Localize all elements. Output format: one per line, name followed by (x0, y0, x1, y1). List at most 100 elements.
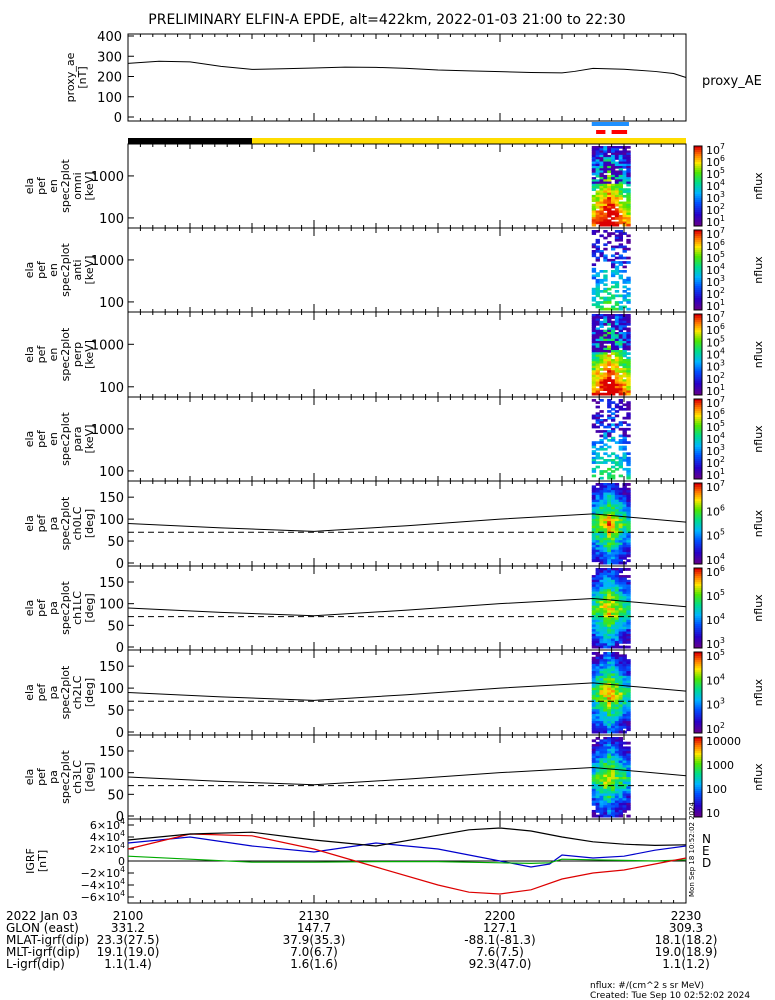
heatmap-cell (626, 511, 631, 515)
heatmap-cell (599, 593, 604, 597)
heatmap-cell (614, 341, 620, 344)
heatmap-cell (595, 374, 600, 378)
heatmap-cell (626, 323, 631, 326)
heatmap-cell (614, 542, 620, 546)
heatmap-cell (599, 441, 604, 444)
y-axis-label: perp (71, 342, 84, 367)
heatmap-cell (603, 706, 608, 710)
y-axis-label: en (47, 263, 60, 277)
heatmap-cell (599, 154, 604, 158)
heatmap-cell (610, 419, 616, 422)
colorbar-cell (694, 640, 702, 643)
heatmap-cell (599, 525, 604, 529)
heatmap-cell (603, 537, 608, 541)
heatmap-cell (591, 663, 597, 667)
heatmap-cell (614, 356, 620, 360)
heatmap-cell (603, 586, 608, 590)
heatmap-cell (599, 492, 604, 496)
colorbar-cell (694, 254, 702, 257)
heatmap-cell (626, 194, 631, 198)
heatmap-cell (614, 377, 620, 380)
heatmap-cell (595, 692, 600, 696)
heatmap-cell (591, 354, 597, 358)
colorbar-cell (694, 739, 702, 742)
heatmap-cell (603, 511, 608, 515)
colorbar-cell (694, 499, 702, 502)
heatmap-cell (610, 556, 616, 560)
colorbar-tick-label: 104 (706, 347, 725, 362)
heatmap-cell (622, 427, 627, 431)
heatmap-cell (599, 777, 604, 780)
heatmap-cell (614, 221, 620, 225)
heatmap-cell (607, 379, 612, 382)
colorbar-cell (694, 777, 702, 780)
heatmap-cell (607, 241, 612, 244)
colorbar-cell (694, 463, 702, 466)
heatmap-cell (618, 760, 624, 764)
heatmap-cell (610, 725, 616, 729)
heatmap-cell (599, 461, 604, 464)
heatmap-cell (622, 332, 627, 335)
heatmap-cell (618, 334, 624, 337)
heatmap-cell (607, 166, 612, 169)
heatmap-cell (626, 461, 631, 464)
heatmap-cell (626, 487, 631, 491)
heatmap-cell (626, 533, 631, 536)
para-ylabel: ela pef en spec2plot para [keV] (23, 412, 96, 466)
heatmap-cell (618, 582, 624, 585)
colorbar-cell (694, 582, 702, 585)
heatmap-cell (595, 163, 600, 167)
heatmap-cell (607, 336, 612, 340)
anti-ylabel: ela pef en spec2plot anti [keV] (23, 243, 96, 297)
heatmap-cell (626, 547, 631, 551)
heatmap-cell (595, 483, 600, 486)
status-bar-red (596, 130, 606, 134)
heatmap-cell (599, 199, 604, 203)
heatmap-cell (622, 323, 627, 326)
heatmap-cell (607, 383, 612, 387)
colorbar-cell (694, 757, 702, 760)
heatmap-cell (595, 283, 600, 287)
heatmap-cell (614, 343, 620, 346)
heatmap-cell (622, 533, 627, 536)
heatmap-cell (626, 748, 631, 752)
heatmap-cell (603, 559, 608, 563)
heatmap-cell (626, 598, 631, 602)
heatmap-cell (614, 525, 620, 529)
colorbar-cell (694, 413, 702, 416)
heatmap-cell (614, 561, 620, 565)
heatmap-cell (599, 535, 604, 539)
heatmap-cell (626, 506, 631, 510)
colorbar-cell (694, 350, 702, 353)
heatmap-cell (603, 338, 608, 342)
heatmap-cell (595, 668, 600, 672)
colorbar-tick-label: 101 (706, 383, 725, 398)
status-bars (128, 122, 686, 144)
heatmap-cell (618, 150, 624, 154)
heatmap-cell (622, 568, 627, 571)
colorbar-cell (694, 304, 702, 307)
heatmap-cell (622, 584, 627, 588)
status-bar-black (128, 138, 252, 144)
heatmap-cell (626, 377, 631, 380)
heatmap-cell (599, 570, 604, 574)
heatmap-cell (591, 210, 597, 214)
heatmap-cell (603, 617, 608, 621)
heatmap-cell (603, 316, 608, 319)
igrf-d-line (127, 833, 687, 895)
heatmap-cell (626, 537, 631, 541)
heatmap-cell (618, 798, 624, 802)
heatmap-cell (622, 748, 627, 752)
heatmap-cell (595, 372, 600, 376)
heatmap-cell (595, 626, 600, 630)
colorbar-tick-label: 107 (706, 142, 725, 157)
heatmap-cell (614, 668, 620, 672)
heatmap-cell (595, 638, 600, 642)
heatmap-cell (610, 721, 616, 724)
heatmap-cell (610, 452, 616, 456)
heatmap-cell (622, 188, 627, 191)
heatmap-cell (626, 697, 631, 701)
y-axis-label: [keV] (83, 256, 96, 285)
colorbar-cell (694, 324, 702, 327)
y-axis-label: IGRF (24, 848, 37, 874)
